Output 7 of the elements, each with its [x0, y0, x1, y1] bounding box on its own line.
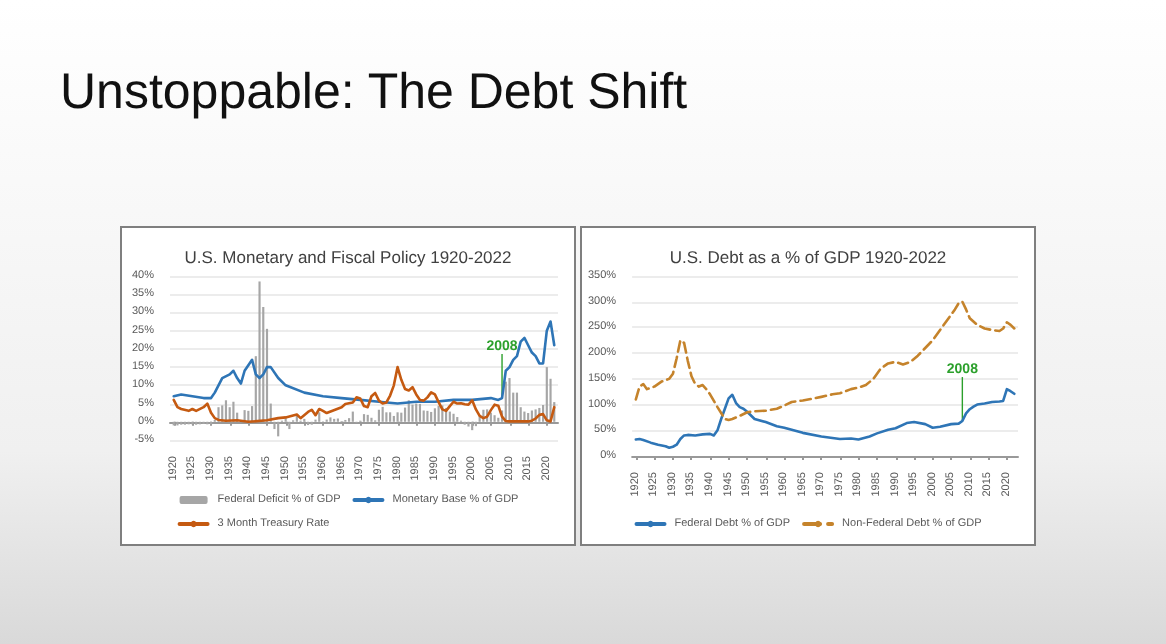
line-series — [634, 387, 1016, 450]
chart-title: U.S. Debt as a % of GDP 1920-2022 — [669, 247, 947, 267]
chart-title: U.S. Monetary and Fiscal Policy 1920-2022 — [184, 247, 512, 267]
line-series — [172, 365, 556, 424]
text: Unstoppable: The Debt Shift — [60, 64, 688, 122]
line-series — [172, 320, 556, 405]
line-series — [634, 300, 1016, 422]
